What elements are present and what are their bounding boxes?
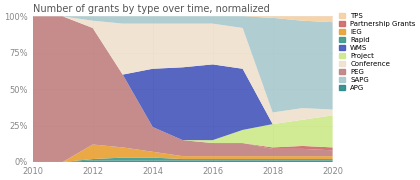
Text: Number of grants by type over time, normalized: Number of grants by type over time, norm… (33, 4, 270, 14)
Legend: TPS, Partnership Grants, IEG, Rapid, WMS, Project, Conference, PEG, SAPG, APG: TPS, Partnership Grants, IEG, Rapid, WMS… (339, 13, 415, 91)
